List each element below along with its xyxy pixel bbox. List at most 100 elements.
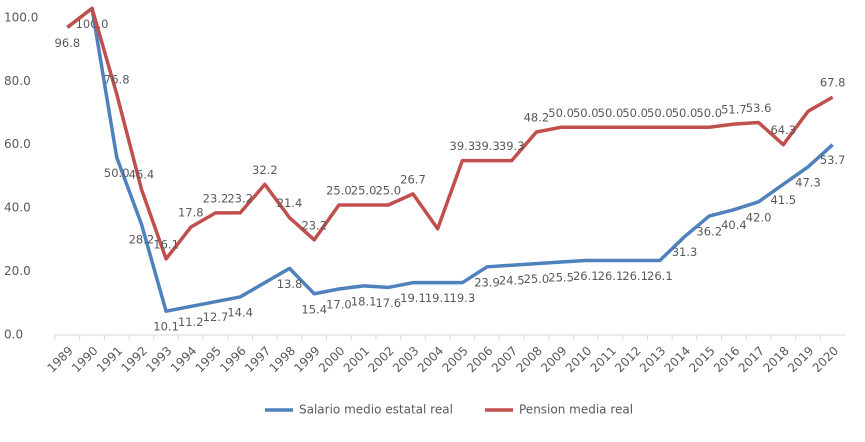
data-label: 12.7 (203, 310, 229, 324)
x-tick-label: 2020 (810, 344, 841, 375)
data-label: 50.0 (622, 106, 648, 120)
data-label: 19.3 (450, 291, 476, 305)
data-label: 23.2 (301, 218, 327, 232)
data-label: 17.8 (178, 206, 204, 220)
series-line (66, 6, 834, 313)
data-label: 15.4 (301, 302, 327, 316)
data-label: 32.2 (252, 163, 278, 177)
y-tick-label: 40.0 (4, 201, 31, 215)
data-label: 26.1 (622, 269, 648, 283)
x-tick-label: 2005 (439, 344, 470, 375)
x-tick-label: 2004 (415, 344, 446, 375)
y-tick-label: 60.0 (4, 137, 31, 151)
data-label: 17.0 (326, 298, 352, 312)
data-label: 50.0 (104, 166, 130, 180)
x-tick-label: 1989 (44, 344, 75, 375)
data-label: 40.4 (721, 218, 747, 232)
data-label: 26.1 (647, 269, 673, 283)
data-label: 28.2 (129, 233, 155, 247)
data-label: 11.2 (178, 315, 204, 329)
data-label: 50.0 (573, 106, 599, 120)
data-label: 47.3 (795, 175, 821, 189)
x-tick-label: 1999 (291, 344, 322, 375)
data-label: 100.0 (76, 17, 109, 31)
data-label: 17.6 (375, 296, 401, 310)
y-tick-label: 0.0 (4, 328, 23, 342)
data-label: 25.0 (375, 183, 401, 197)
x-tick-label: 2009 (538, 344, 569, 375)
x-tick-label: 1996 (217, 344, 248, 375)
data-label: 50.0 (548, 106, 574, 120)
y-tick-label: 100.0 (4, 10, 38, 24)
x-tick-label: 1992 (119, 344, 150, 375)
x-tick-label: 2013 (637, 344, 668, 375)
legend-label: Pension media real (519, 403, 633, 417)
data-label: 46.4 (129, 168, 155, 182)
x-tick-label: 2003 (390, 344, 421, 375)
y-tick-label: 20.0 (4, 264, 31, 278)
x-tick-label: 2001 (341, 344, 372, 375)
x-tick-label: 1991 (94, 344, 125, 375)
legend-label: Salario medio estatal real (299, 403, 453, 417)
data-label: 25.0 (351, 183, 377, 197)
x-tick-label: 2002 (365, 344, 396, 375)
x-tick-label: 1993 (143, 344, 174, 375)
data-label: 50.0 (672, 106, 698, 120)
y-tick-label: 80.0 (4, 74, 31, 88)
data-label: 21.4 (277, 196, 303, 210)
data-label: 25.0 (326, 183, 352, 197)
x-tick-label: 2012 (612, 344, 643, 375)
x-tick-label: 2010 (563, 344, 594, 375)
x-tick-label: 1997 (242, 344, 273, 375)
data-label: 50.0 (647, 106, 673, 120)
x-tick-label: 2008 (514, 344, 545, 375)
data-label: 67.8 (820, 76, 846, 90)
data-label: 19.1 (400, 291, 426, 305)
data-label: 76.8 (104, 72, 130, 86)
data-label: 64.3 (770, 123, 796, 137)
x-tick-label: 2016 (711, 344, 742, 375)
data-label: 41.5 (770, 193, 796, 207)
data-label: 26.1 (598, 269, 624, 283)
data-label: 23.9 (474, 275, 500, 289)
data-label: 48.2 (524, 111, 550, 125)
data-label: 24.5 (499, 274, 525, 288)
data-label: 39.3 (450, 139, 476, 153)
data-label: 50.0 (598, 106, 624, 120)
data-label: 53.7 (820, 153, 846, 167)
data-label: 83.2 (79, 0, 105, 1)
data-label: 19.1 (425, 291, 451, 305)
data-label: 10.1 (153, 320, 179, 334)
x-tick-label: 2000 (316, 344, 347, 375)
data-label: 13.8 (277, 277, 303, 291)
x-tick-label: 1998 (267, 344, 298, 375)
data-label: 39.3 (474, 139, 500, 153)
x-tick-label: 2018 (760, 344, 791, 375)
data-label: 14.4 (227, 305, 253, 319)
data-label: 16.1 (153, 237, 179, 251)
data-label: 26.1 (573, 269, 599, 283)
x-tick-label: 1994 (168, 344, 199, 375)
x-tick-label: 2011 (588, 344, 619, 375)
data-label: 96.8 (55, 36, 81, 50)
data-label: 50.0 (696, 106, 722, 120)
x-tick-label: 2007 (489, 344, 520, 375)
x-tick-label: 1995 (193, 344, 224, 375)
data-label: 36.2 (696, 225, 722, 239)
x-tick-label: 2014 (662, 344, 693, 375)
data-label: 51.7 (721, 103, 747, 117)
data-label: 23.2 (203, 191, 229, 205)
x-tick-label: 2017 (736, 344, 767, 375)
data-label: 25.5 (548, 271, 574, 285)
data-label: 18.1 (351, 294, 377, 308)
series-line (66, 6, 834, 261)
x-tick-label: 1990 (69, 344, 100, 375)
data-label: 25.0 (524, 272, 550, 286)
data-label: 23.2 (227, 191, 253, 205)
x-tick-label: 2015 (686, 344, 717, 375)
data-label: 39.3 (499, 139, 525, 153)
data-label: 31.3 (672, 245, 698, 259)
x-tick-label: 2006 (464, 344, 495, 375)
data-label: 26.7 (400, 172, 426, 186)
